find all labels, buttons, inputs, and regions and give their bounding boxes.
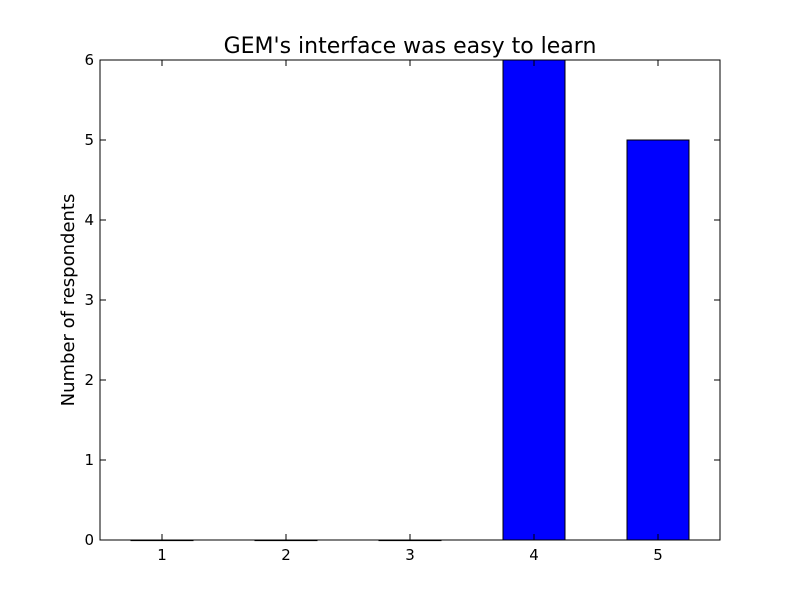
y-axis-label: Number of respondents (58, 194, 79, 407)
bars-layer (130, 59, 690, 542)
ticks-layer: 1 2 3 4 5 0 1 2 3 4 5 6 (84, 51, 720, 564)
x-tick-label-4: 4 (529, 546, 539, 564)
y-tick-label-0: 0 (84, 531, 94, 549)
plot-area-frame (99, 59, 721, 541)
x-tick-label-3: 3 (405, 546, 415, 564)
y-tick-label-4: 4 (84, 211, 94, 229)
bar-5 (626, 139, 690, 541)
y-tick-label-6: 6 (84, 51, 94, 69)
bar-4 (502, 59, 566, 541)
y-tick-label-1: 1 (84, 451, 94, 469)
x-tick-label-1: 1 (157, 546, 167, 564)
y-tick-label-2: 2 (84, 371, 94, 389)
x-tick-label-2: 2 (281, 546, 291, 564)
chart-title: GEM's interface was easy to learn (224, 34, 597, 59)
y-tick-label-5: 5 (84, 131, 94, 149)
x-tick-label-5: 5 (653, 546, 663, 564)
y-tick-label-3: 3 (84, 291, 94, 309)
